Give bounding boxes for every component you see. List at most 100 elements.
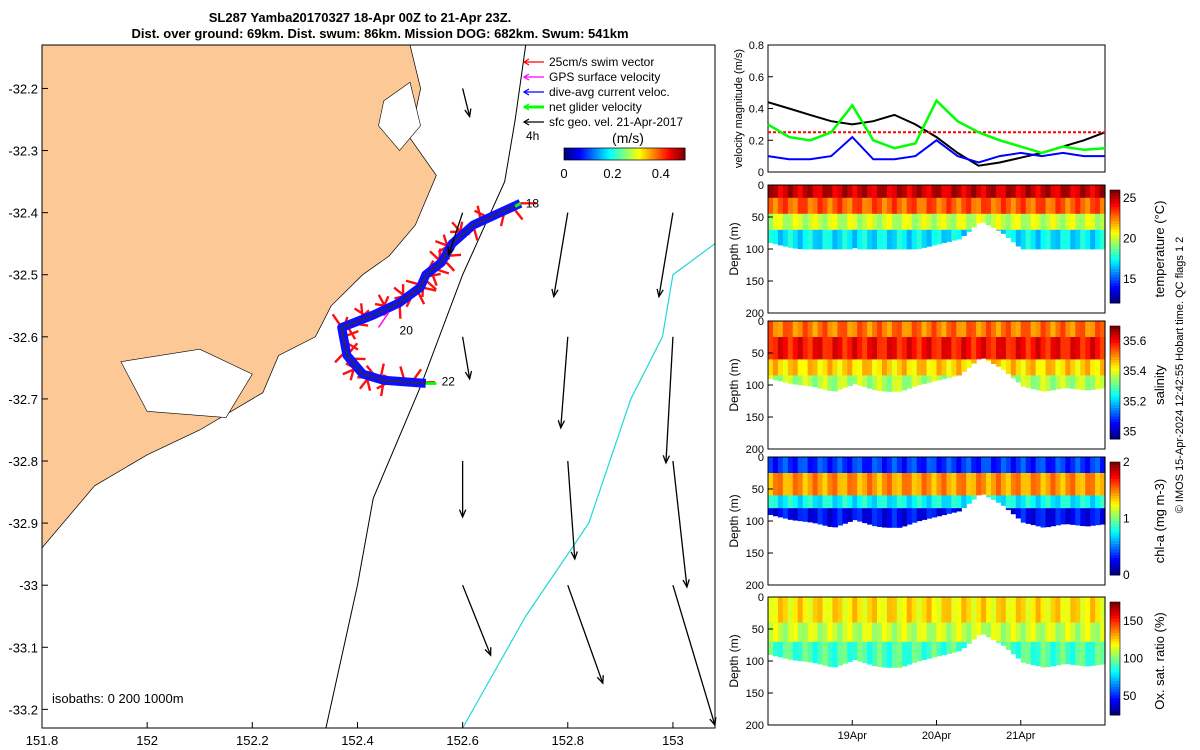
profile-cell <box>832 375 838 392</box>
profile-cell <box>886 622 893 643</box>
profile-cell <box>1060 622 1066 643</box>
profile-cell <box>1040 597 1047 623</box>
profile-cell <box>991 597 997 623</box>
profile-cell <box>792 641 799 661</box>
colorbar-cell <box>572 148 575 160</box>
profile-panel-2-colorbar-cell <box>1110 396 1120 400</box>
profile-cell <box>777 185 784 199</box>
profile-cell <box>1085 213 1091 231</box>
profile-cell <box>981 622 987 635</box>
profile-cell <box>976 473 982 496</box>
profile-cell <box>1085 375 1091 391</box>
profile-cell <box>926 375 933 383</box>
profile-cell <box>777 197 784 215</box>
profile-panel-3-colorbar-label: chl-a (mg m-3) <box>1152 479 1167 564</box>
profile-panel-3-colorbar-cell <box>1110 558 1120 562</box>
profile-cell <box>792 597 799 623</box>
profile-panel-3-ylabel: Depth (m) <box>727 494 741 547</box>
profile-cell <box>827 473 834 496</box>
profile-cell <box>1000 359 1007 370</box>
profile-cell <box>857 641 863 662</box>
profile-cell <box>787 622 794 643</box>
profile-cell <box>837 473 843 496</box>
profile-cell <box>768 457 774 474</box>
profile-panel-2-colorbar-cell <box>1110 416 1120 420</box>
profile-cell <box>1020 337 1027 360</box>
profile-cell <box>1015 375 1022 383</box>
profile-cell <box>832 641 838 668</box>
profile-panel-2-colorbar-cell <box>1110 334 1120 338</box>
colorbar-cell <box>678 148 682 160</box>
profile-cell <box>886 473 893 496</box>
profile-cell <box>842 229 848 250</box>
profile-panel-1-colorbar-cell <box>1110 209 1120 214</box>
profile-cell <box>966 622 972 643</box>
profile-cell <box>1075 185 1081 199</box>
legend-arrowhead <box>522 103 530 111</box>
profile-cell <box>1095 495 1101 509</box>
profile-panel-3-ytick-label: 0 <box>758 452 764 464</box>
profile-cell <box>768 508 774 515</box>
profile-cell <box>797 457 804 474</box>
profile-cell <box>1080 213 1086 231</box>
lon-tick-label: 152.6 <box>446 733 479 748</box>
net-glider-velocity-vector <box>514 202 522 208</box>
profile-cell <box>797 337 804 360</box>
profile-cell <box>862 359 868 376</box>
profile-cell <box>936 473 943 496</box>
profile-cell <box>867 473 873 496</box>
profile-cell <box>1025 375 1032 388</box>
profile-cell <box>777 473 784 496</box>
profile-cell <box>847 213 853 231</box>
profile-cell <box>1060 213 1066 231</box>
profile-cell <box>936 337 943 360</box>
profile-panel-3-colorbar-cell <box>1110 566 1120 570</box>
profile-panel-2-colorbar-cell <box>1110 430 1120 434</box>
profile-cell <box>1000 597 1007 623</box>
profile-cell <box>961 495 967 508</box>
profile-cell <box>827 321 834 338</box>
profile-cell <box>787 359 794 376</box>
profile-cell <box>926 457 933 474</box>
profile-cell <box>891 197 898 215</box>
profile-cell <box>1045 375 1052 392</box>
profile-cell <box>1080 359 1086 376</box>
profile-cell <box>782 457 789 474</box>
profile-cell <box>842 457 848 474</box>
profile-cell <box>1080 597 1086 623</box>
profile-panel-2-colorbar-cell <box>1110 371 1120 375</box>
profile-panel-1-colorbar-cell <box>1110 274 1120 279</box>
profile-cell <box>1020 495 1027 509</box>
profile-cell <box>797 641 804 662</box>
profile-panel-3-colorbar-cell <box>1110 549 1120 553</box>
profile-cell <box>807 473 814 496</box>
profile-cell <box>877 197 883 215</box>
profile-cell <box>768 375 774 379</box>
profile-cell <box>926 185 933 199</box>
profile-cell <box>802 185 809 199</box>
profile-cell <box>822 213 829 231</box>
profile-cell <box>896 185 903 199</box>
day-label: 18 <box>526 196 540 210</box>
profile-cell <box>931 473 938 496</box>
profile-cell <box>931 622 938 643</box>
profile-cell <box>906 457 913 474</box>
profile-cell <box>802 622 809 643</box>
profile-cell <box>1055 622 1061 643</box>
isobath-1000m <box>462 243 716 729</box>
profile-panel-1-colorbar-cell <box>1110 271 1120 276</box>
profile-cell <box>842 213 848 231</box>
profile-cell <box>1005 622 1012 643</box>
profile-cell <box>881 197 888 215</box>
profile-panel-1-colorbar-tick-label: 20 <box>1123 231 1137 245</box>
profile-panel-4-colorbar-cell <box>1110 675 1120 679</box>
profile-cell <box>822 229 829 250</box>
profile-cell <box>837 495 843 509</box>
profile-cell <box>941 457 948 474</box>
profile-panel-4-colorbar-cell <box>1110 602 1120 606</box>
profile-panel-3-colorbar-cell <box>1110 495 1120 500</box>
profile-cell <box>817 508 824 525</box>
profile-cell <box>921 213 928 231</box>
profile-cell <box>1070 229 1076 250</box>
profile-panel-3-ytick-label: 100 <box>746 516 764 528</box>
